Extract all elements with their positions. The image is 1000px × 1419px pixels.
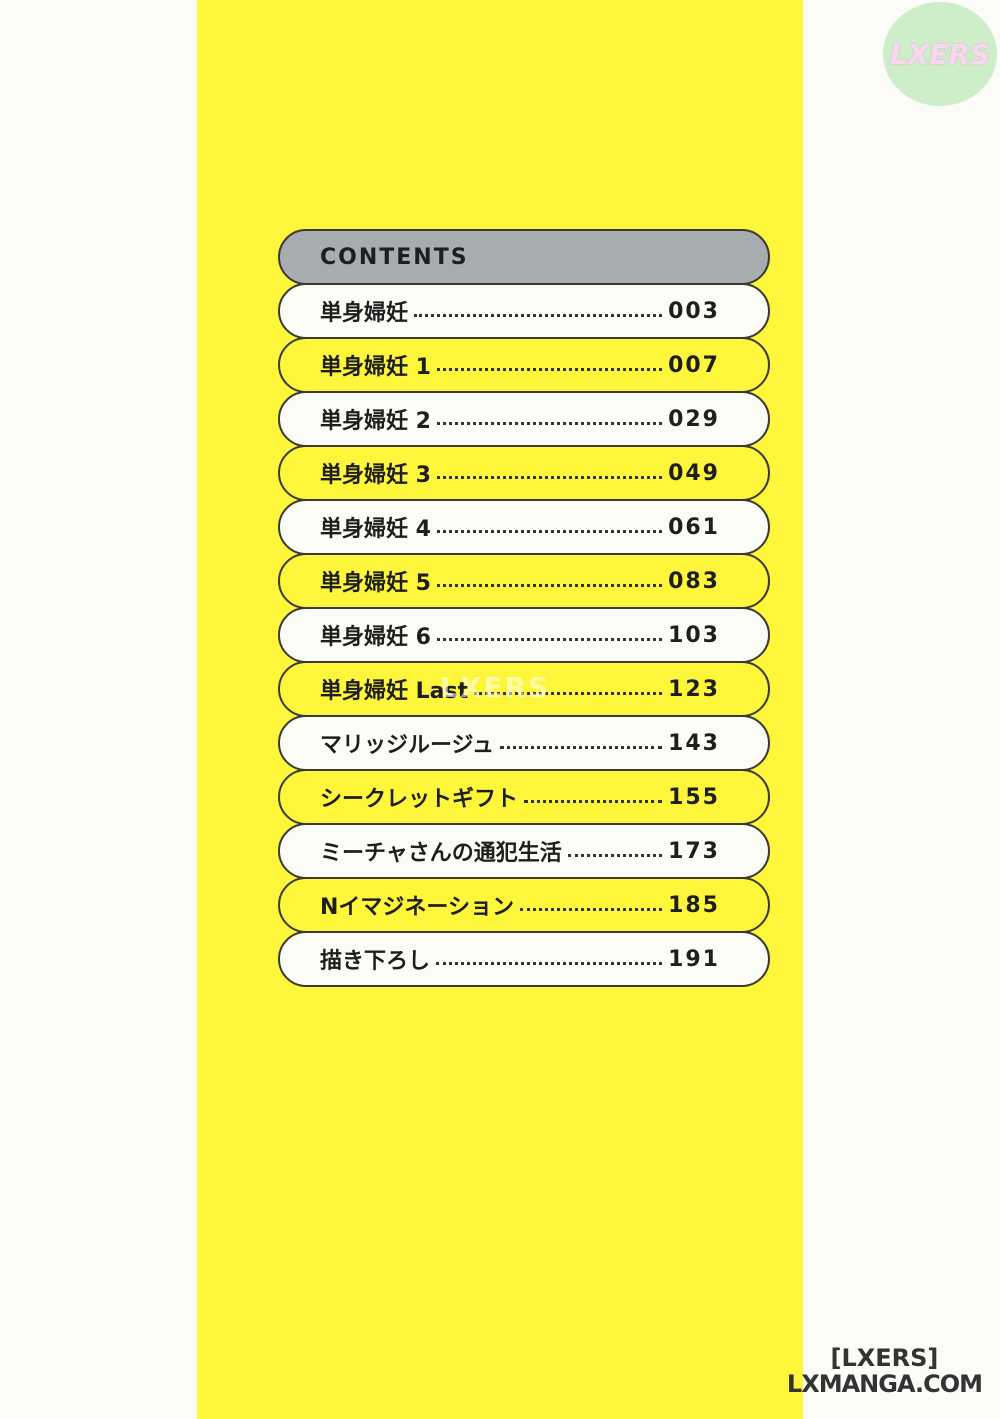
toc-entry[interactable]: Nイマジネーション 185 [278,877,770,933]
entry-title: シークレットギフト [320,787,519,812]
entry-page: 185 [668,892,720,918]
entry-title: 単身婦妊 Last [320,679,469,704]
toc-entry[interactable]: 単身婦妊 6 103 [278,607,770,663]
entry-page: 173 [668,838,720,864]
entry-page: 103 [668,622,720,648]
entry-title: 単身婦妊 1 [320,355,431,380]
entry-title: 単身婦妊 4 [320,517,431,542]
entry-title: ミーチャさんの通犯生活 [320,841,562,866]
entry-page: 029 [668,406,720,432]
dot-leader [436,475,663,479]
contents-list: CONTENTS 単身婦妊 003 単身婦妊 1 007 単身婦妊 2 029 単身婦妊 3… [278,229,770,987]
entry-page: 003 [668,298,720,324]
entry-page: 143 [668,730,720,756]
contents-header: CONTENTS [278,229,770,285]
toc-entry[interactable]: ミーチャさんの通犯生活 173 [278,823,770,879]
toc-entry[interactable]: 描き下ろし 191 [278,931,770,987]
entry-title: マリッジルージュ [320,733,495,758]
entry-page: 007 [668,352,720,378]
entry-title: 単身婦妊 6 [320,625,431,650]
entry-title: 描き下ろし [320,949,431,974]
contents-title: CONTENTS [320,244,469,270]
dot-leader [474,691,663,695]
lxers-logo: LXERS [883,2,997,106]
toc-entry[interactable]: シークレットギフト 155 [278,769,770,825]
toc-entry[interactable]: マリッジルージュ 143 [278,715,770,771]
toc-entry[interactable]: 単身婦妊 2 029 [278,391,770,447]
dot-leader [519,907,663,911]
entry-page: 061 [668,514,720,540]
center-watermark: LXERS [440,671,551,704]
dot-leader [414,313,663,317]
entry-page: 191 [668,946,720,972]
dot-leader [436,367,663,371]
corner-watermark: [LXERS] LXMANGA.COM [786,1344,983,1398]
dot-leader [436,421,663,425]
entry-title: 単身婦妊 [320,301,409,326]
entry-title: 単身婦妊 2 [320,409,431,434]
entry-title: 単身婦妊 3 [320,463,431,488]
dot-leader [524,799,663,803]
entry-page: 155 [668,784,720,810]
dot-leader [436,529,663,533]
toc-entry[interactable]: 単身婦妊 5 083 [278,553,770,609]
entry-page: 049 [668,460,720,486]
dot-leader [436,583,663,587]
toc-entry[interactable]: 単身婦妊 3 049 [278,445,770,501]
dot-leader [436,637,663,641]
dot-leader [500,745,663,749]
dot-leader [436,961,663,965]
entry-title: Nイマジネーション [320,895,514,920]
dot-leader [567,853,663,857]
entry-page: 083 [668,568,720,594]
toc-entry[interactable]: 単身婦妊 003 [278,283,770,339]
entry-page: 123 [668,676,720,702]
entry-title: 単身婦妊 5 [320,571,431,596]
toc-entry[interactable]: 単身婦妊 1 007 [278,337,770,393]
toc-entry[interactable]: 単身婦妊 Last 123 [278,661,770,717]
toc-entry[interactable]: 単身婦妊 4 061 [278,499,770,555]
